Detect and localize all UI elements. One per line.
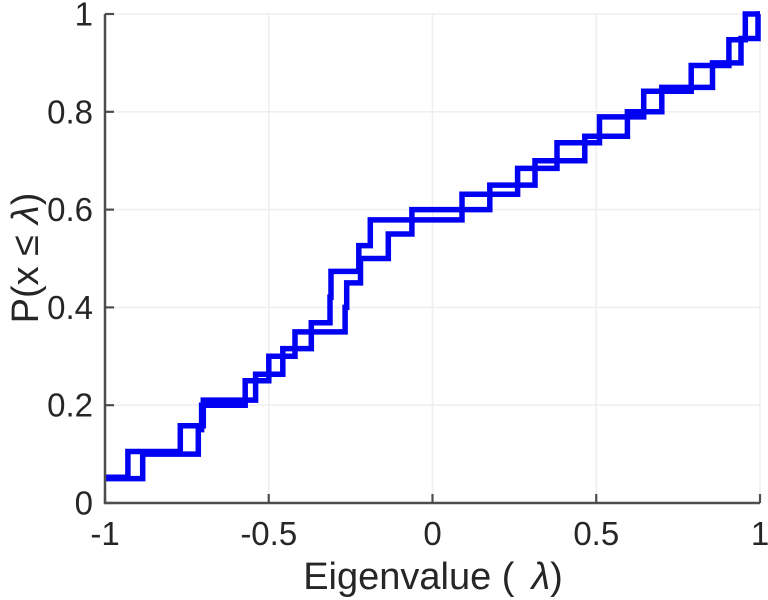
x-tick-label: 0 bbox=[423, 515, 441, 552]
x-tick-label: 1 bbox=[751, 515, 768, 552]
x-tick-label: -0.5 bbox=[240, 515, 297, 552]
y-tick-label: 0 bbox=[75, 485, 93, 522]
y-axis-label: P(x ≤ λ) bbox=[5, 193, 47, 324]
y-tick-label: 0.4 bbox=[47, 289, 93, 326]
ecdf-step-lines bbox=[105, 11, 761, 482]
y-tick-label: 0.8 bbox=[47, 93, 93, 130]
y-tick-label: 0.2 bbox=[47, 387, 93, 424]
x-tick-label: -1 bbox=[90, 515, 119, 552]
y-axis-label-text: P(x ≤ bbox=[5, 235, 47, 323]
lambda-symbol: λ bbox=[529, 556, 550, 598]
y-axis-label-close-paren: ) bbox=[5, 193, 47, 206]
ecdf-stairs-1 bbox=[105, 11, 760, 481]
y-tick-label: 1 bbox=[75, 0, 93, 33]
x-tick-label: 0.5 bbox=[573, 515, 619, 552]
axes-spines-and-ticks bbox=[103, 12, 762, 505]
ecdf-stairs-2 bbox=[105, 11, 761, 482]
x-tick-labels: -1 -0.5 0 0.5 1 bbox=[90, 515, 768, 552]
y-tick-labels: 0 0.2 0.4 0.6 0.8 1 bbox=[47, 0, 93, 522]
lambda-symbol: λ bbox=[5, 205, 47, 226]
x-axis-label-text: Eigenvalue ( bbox=[303, 556, 515, 598]
y-tick-label: 0.6 bbox=[47, 191, 93, 228]
x-axis-label-close-paren: ) bbox=[550, 556, 563, 598]
x-axis-label: Eigenvalue ( λ) bbox=[303, 556, 563, 598]
